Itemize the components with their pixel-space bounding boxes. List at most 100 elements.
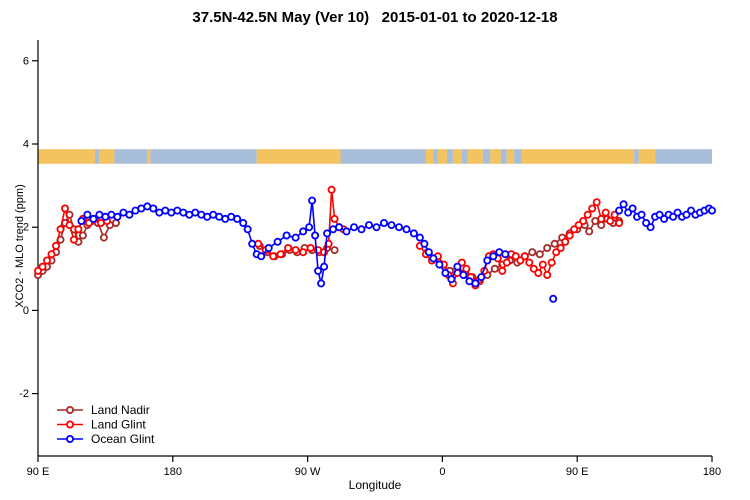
- data-point-land-glint: [547, 258, 556, 267]
- land-ocean-band-segment-ocean: [433, 149, 438, 164]
- data-point-land-glint: [498, 266, 507, 275]
- data-point-land-glint: [538, 260, 547, 269]
- land-ocean-band-segment-land: [638, 149, 656, 164]
- data-point-land-glint: [462, 264, 471, 273]
- data-point-ocean-glint: [257, 252, 266, 261]
- data-point-land-glint: [565, 231, 574, 240]
- data-point-ocean-glint: [113, 212, 122, 221]
- y-tick-label: 2: [23, 222, 29, 234]
- land-ocean-band-segment-ocean: [655, 149, 712, 164]
- data-point-land-nadir: [535, 250, 544, 259]
- data-point-land-glint: [534, 268, 543, 277]
- land-ocean-band-segment-ocean: [340, 149, 426, 164]
- data-point-ocean-glint: [243, 225, 252, 234]
- data-point-ocean-glint: [89, 214, 98, 223]
- data-point-land-glint: [299, 248, 308, 257]
- land-ocean-band-segment-ocean: [461, 149, 468, 164]
- data-point-ocean-glint: [394, 223, 403, 232]
- data-point-ocean-glint: [317, 279, 326, 288]
- data-point-land-glint: [561, 237, 570, 246]
- data-point-ocean-glint: [282, 231, 291, 240]
- land-ocean-band-segment-ocean: [446, 149, 453, 164]
- data-point-land-glint: [276, 250, 285, 259]
- data-point-land-glint: [330, 214, 339, 223]
- data-point-ocean-glint: [387, 221, 396, 230]
- land-ocean-band-segment-land: [490, 149, 501, 164]
- data-point-ocean-glint: [420, 239, 429, 248]
- y-axis-label: XCO2 - MLO trend (ppm): [14, 184, 26, 308]
- legend-marker: [66, 420, 75, 429]
- data-point-ocean-glint: [349, 223, 358, 232]
- data-point-land-glint: [583, 210, 592, 219]
- land-ocean-band-segment-ocean: [514, 149, 522, 164]
- land-ocean-band-segment-ocean: [500, 149, 507, 164]
- land-ocean-band-segment-land: [452, 149, 462, 164]
- data-point-ocean-glint: [342, 227, 351, 236]
- land-ocean-band-segment-land: [467, 149, 483, 164]
- data-point-land-glint: [579, 216, 588, 225]
- land-ocean-band-segment-land: [425, 149, 434, 164]
- data-point-ocean-glint: [435, 260, 444, 269]
- land-ocean-band-segment-ocean: [482, 149, 491, 164]
- x-tick-label: 90 E: [566, 466, 589, 478]
- data-point-land-glint: [43, 256, 52, 265]
- data-point-ocean-glint: [471, 279, 480, 288]
- y-tick-label: -2: [19, 388, 29, 400]
- data-point-land-glint: [291, 246, 300, 255]
- data-point-ocean-glint: [299, 227, 308, 236]
- land-ocean-band-segment-land: [506, 149, 515, 164]
- data-point-ocean-glint: [77, 216, 86, 225]
- data-point-ocean-glint: [459, 270, 468, 279]
- series-line-ocean-glint: [80, 200, 506, 285]
- data-point-ocean-glint: [149, 204, 158, 213]
- land-ocean-band-segment-land: [99, 149, 115, 164]
- data-point-land-glint: [74, 225, 83, 234]
- data-point-land-glint: [306, 243, 315, 252]
- data-point-ocean-glint: [335, 223, 344, 232]
- data-point-land-glint: [61, 204, 70, 213]
- data-point-ocean-glint: [477, 273, 486, 282]
- data-point-land-nadir: [99, 233, 108, 242]
- x-tick-label: 180: [164, 466, 182, 478]
- data-point-ocean-glint: [248, 239, 257, 248]
- data-point-ocean-glint: [646, 223, 655, 232]
- data-point-land-nadir: [597, 221, 606, 230]
- land-ocean-band-segment-land: [147, 149, 151, 164]
- data-point-land-glint: [615, 218, 624, 227]
- legend-label: Land Nadir: [91, 403, 150, 417]
- data-point-land-nadir: [543, 243, 552, 252]
- legend-label: Ocean Glint: [91, 432, 155, 446]
- data-point-land-glint: [525, 258, 534, 267]
- chart-title: 37.5N-42.5N May (Ver 10) 2015-01-01 to 2…: [192, 9, 558, 26]
- data-point-land-glint: [606, 216, 615, 225]
- land-ocean-band-segment-ocean: [114, 149, 148, 164]
- data-point-land-glint: [69, 235, 78, 244]
- data-point-ocean-glint: [372, 223, 381, 232]
- data-point-ocean-glint: [314, 266, 323, 275]
- land-ocean-band-segment-ocean: [634, 149, 639, 164]
- data-point-land-glint: [592, 198, 601, 207]
- data-point-land-glint: [65, 221, 74, 230]
- data-point-ocean-glint: [483, 256, 492, 265]
- data-point-land-glint: [269, 252, 278, 261]
- data-point-land-glint: [284, 243, 293, 252]
- data-point-ocean-glint: [402, 225, 411, 234]
- data-point-ocean-glint: [549, 294, 558, 303]
- data-point-ocean-glint: [233, 214, 242, 223]
- data-point-ocean-glint: [501, 250, 510, 259]
- data-point-land-nadir: [528, 248, 537, 257]
- x-tick-label: 180: [703, 466, 721, 478]
- data-point-ocean-glint: [453, 262, 462, 271]
- data-point-ocean-glint: [429, 254, 438, 263]
- data-point-land-nadir: [330, 246, 339, 255]
- data-point-ocean-glint: [619, 200, 628, 209]
- data-point-ocean-glint: [708, 206, 717, 215]
- data-point-ocean-glint: [273, 237, 282, 246]
- data-point-land-glint: [588, 204, 597, 213]
- data-point-ocean-glint: [311, 231, 320, 240]
- data-point-ocean-glint: [239, 218, 248, 227]
- data-point-ocean-glint: [264, 243, 273, 252]
- data-point-land-glint: [502, 258, 511, 267]
